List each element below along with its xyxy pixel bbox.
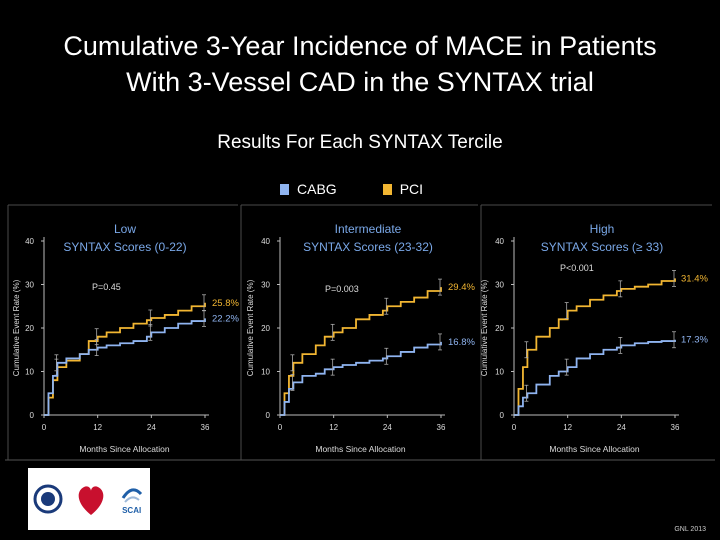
scai-label: SCAI xyxy=(122,505,142,515)
legend-label-cabg: CABG xyxy=(297,181,337,197)
y-axis-label: Cumulative Event Rate (%) xyxy=(480,279,489,376)
y-tick-label: 10 xyxy=(495,368,504,377)
series-line-cabg xyxy=(514,339,676,416)
legend-item-cabg: CABG xyxy=(280,181,337,197)
x-tick-label: 36 xyxy=(201,423,210,432)
scai-icon: SCAI xyxy=(119,484,145,515)
y-tick-label: 10 xyxy=(261,368,270,377)
footnote: GNL 2013 xyxy=(674,526,706,533)
society-seal-icon xyxy=(33,484,63,514)
end-label-pci: 31.4% xyxy=(681,273,708,284)
chart-panel-3: 0 10 20 30 40 0 12 24 36 Months Since Allocation C… xyxy=(480,204,712,460)
x-tick-label: 0 xyxy=(512,423,517,432)
y-axis-label: Cumulative Event Rate (%) xyxy=(246,279,255,376)
x-tick-label: 0 xyxy=(42,423,47,432)
title-line-1: Cumulative 3-Year Incidence of MACE in P… xyxy=(63,31,657,61)
series-line-cabg xyxy=(280,341,442,416)
x-axis-label: Months Since Allocation xyxy=(549,444,640,454)
x-tick-label: 12 xyxy=(93,423,102,432)
heart-association-icon xyxy=(78,486,104,515)
end-label-cabg: 16.8% xyxy=(448,337,475,348)
y-tick-label: 0 xyxy=(266,411,271,420)
end-label-cabg: 22.2% xyxy=(212,313,239,324)
x-tick-label: 12 xyxy=(329,423,338,432)
p-value: P=0.45 xyxy=(92,282,121,292)
panel-subtitle: SYNTAX Scores (23-32) xyxy=(303,240,433,254)
x-tick-label: 0 xyxy=(278,423,283,432)
legend-item-pci: PCI xyxy=(382,181,424,197)
y-tick-label: 10 xyxy=(25,368,34,377)
y-tick-label: 40 xyxy=(25,237,34,246)
chart-panel-2: 0 10 20 30 40 0 12 24 36 Months Since Allocation C… xyxy=(240,204,478,460)
panel-subtitle: SYNTAX Scores (≥ 33) xyxy=(541,240,663,254)
chart-panel-1: 0 10 20 30 40 0 12 24 36 Months Since Allocation C… xyxy=(7,204,239,460)
end-label-pci: 25.8% xyxy=(212,298,239,309)
y-tick-label: 30 xyxy=(25,281,34,290)
panel-title: Low xyxy=(114,222,136,236)
y-tick-label: 0 xyxy=(500,411,505,420)
panel-title: High xyxy=(590,222,615,236)
y-tick-label: 20 xyxy=(25,324,34,333)
x-axis-label: Months Since Allocation xyxy=(315,444,406,454)
slide-title: Cumulative 3-Year Incidence of MACE in P… xyxy=(0,28,720,100)
y-axis-label: Cumulative Event Rate (%) xyxy=(12,279,21,376)
x-tick-label: 36 xyxy=(437,423,446,432)
legend-swatch-pci xyxy=(382,183,392,195)
scai-swirl-icon xyxy=(121,487,142,503)
y-tick-label: 0 xyxy=(30,411,35,420)
y-tick-label: 20 xyxy=(495,324,504,333)
end-label-cabg: 17.3% xyxy=(681,335,708,346)
p-value: P<0.001 xyxy=(560,263,594,273)
series-line-cabg xyxy=(44,318,206,416)
legend-swatch-cabg xyxy=(280,183,289,195)
x-tick-label: 36 xyxy=(671,423,680,432)
y-tick-label: 20 xyxy=(261,324,270,333)
series-line-pci xyxy=(514,278,676,416)
slide-subtitle: Results For Each SYNTAX Tercile xyxy=(217,132,503,153)
end-label-pci: 29.4% xyxy=(448,282,475,293)
series-line-pci xyxy=(280,287,442,416)
logo-strip: SCAI xyxy=(28,468,150,530)
x-tick-label: 24 xyxy=(617,423,626,432)
y-tick-label: 40 xyxy=(495,237,504,246)
panel-title: Intermediate xyxy=(335,222,402,236)
panel-subtitle: SYNTAX Scores (0-22) xyxy=(63,240,186,254)
x-tick-label: 24 xyxy=(147,423,156,432)
x-axis-label: Months Since Allocation xyxy=(79,444,170,454)
x-tick-label: 12 xyxy=(563,423,572,432)
legend: CABG PCI xyxy=(280,181,423,197)
title-line-2: With 3-Vessel CAD in the SYNTAX trial xyxy=(126,67,594,97)
y-tick-label: 30 xyxy=(261,281,270,290)
x-tick-label: 24 xyxy=(383,423,392,432)
p-value: P=0.003 xyxy=(325,284,359,294)
y-tick-label: 30 xyxy=(495,281,504,290)
y-tick-label: 40 xyxy=(261,237,270,246)
legend-label-pci: PCI xyxy=(399,181,424,197)
